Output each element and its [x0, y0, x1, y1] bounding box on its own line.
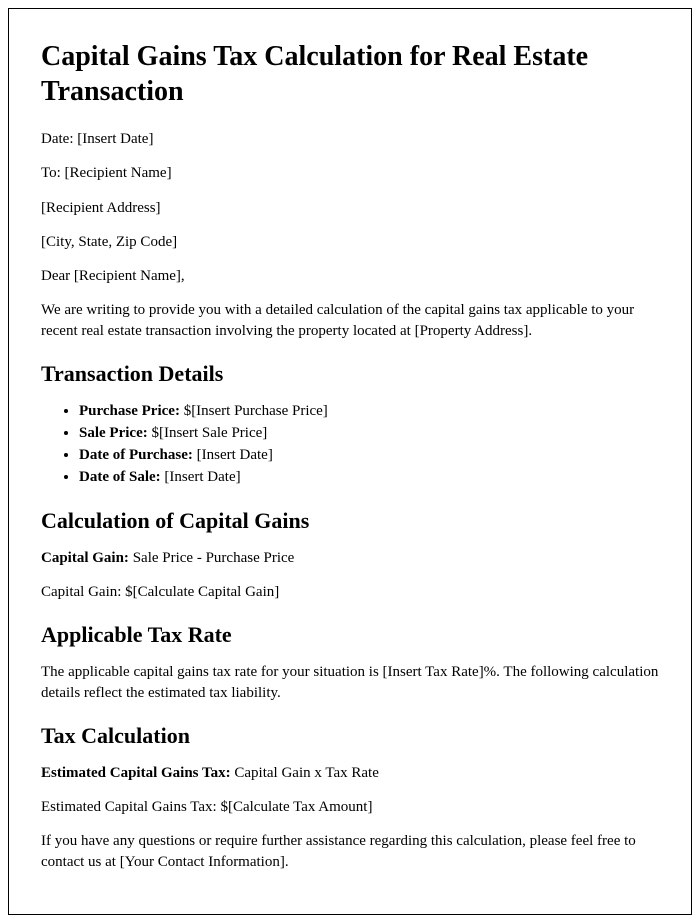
- date-line: Date: [Insert Date]: [41, 129, 659, 149]
- tax-formula-value: Capital Gain x Tax Rate: [231, 765, 379, 781]
- calc-formula-value: Sale Price - Purchase Price: [129, 550, 294, 566]
- calc-formula: Capital Gain: Sale Price - Purchase Pric…: [41, 548, 659, 568]
- address-line: [Recipient Address]: [41, 198, 659, 218]
- rate-text: The applicable capital gains tax rate fo…: [41, 662, 659, 703]
- document-page: Capital Gains Tax Calculation for Real E…: [8, 8, 692, 915]
- calc-heading: Calculation of Capital Gains: [41, 508, 659, 534]
- salutation: Dear [Recipient Name],: [41, 266, 659, 286]
- city-line: [City, State, Zip Code]: [41, 232, 659, 252]
- item-label: Date of Purchase:: [79, 447, 193, 463]
- transaction-heading: Transaction Details: [41, 361, 659, 387]
- item-label: Purchase Price:: [79, 403, 180, 419]
- closing-paragraph: If you have any questions or require fur…: [41, 831, 659, 872]
- item-value: $[Insert Sale Price]: [148, 425, 268, 441]
- tax-heading: Tax Calculation: [41, 723, 659, 749]
- item-label: Date of Sale:: [79, 469, 161, 485]
- calc-result: Capital Gain: $[Calculate Capital Gain]: [41, 582, 659, 602]
- tax-formula: Estimated Capital Gains Tax: Capital Gai…: [41, 763, 659, 783]
- intro-paragraph: We are writing to provide you with a det…: [41, 300, 659, 341]
- transaction-list: Purchase Price: $[Insert Purchase Price]…: [41, 401, 659, 488]
- list-item: Date of Purchase: [Insert Date]: [79, 445, 659, 466]
- item-value: [Insert Date]: [161, 469, 241, 485]
- list-item: Date of Sale: [Insert Date]: [79, 467, 659, 488]
- calc-formula-label: Capital Gain:: [41, 550, 129, 566]
- item-value: $[Insert Purchase Price]: [180, 403, 328, 419]
- rate-heading: Applicable Tax Rate: [41, 622, 659, 648]
- to-line: To: [Recipient Name]: [41, 163, 659, 183]
- page-title: Capital Gains Tax Calculation for Real E…: [41, 39, 659, 109]
- list-item: Purchase Price: $[Insert Purchase Price]: [79, 401, 659, 422]
- tax-formula-label: Estimated Capital Gains Tax:: [41, 765, 231, 781]
- item-label: Sale Price:: [79, 425, 148, 441]
- list-item: Sale Price: $[Insert Sale Price]: [79, 423, 659, 444]
- item-value: [Insert Date]: [193, 447, 273, 463]
- tax-result: Estimated Capital Gains Tax: $[Calculate…: [41, 797, 659, 817]
